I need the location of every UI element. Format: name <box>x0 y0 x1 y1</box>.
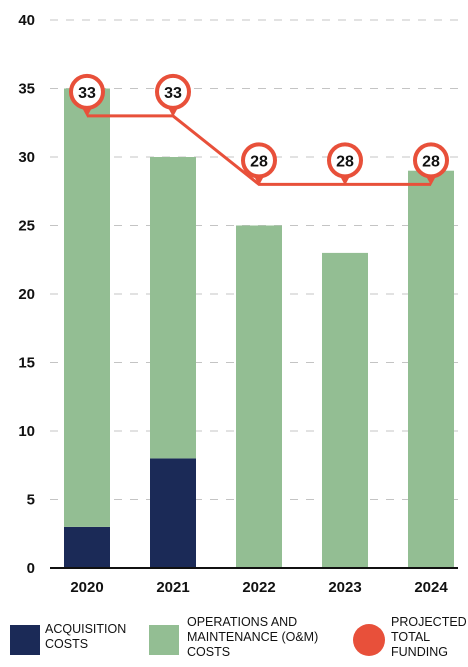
bars <box>64 88 454 568</box>
y-tick-label: 15 <box>18 355 35 372</box>
legend-om-line3: COSTS <box>187 645 231 659</box>
funding-marker: 28 <box>327 142 363 186</box>
marker-circle <box>69 73 105 110</box>
y-tick-label: 35 <box>18 81 35 98</box>
legend-fund-line2: TOTAL <box>391 630 431 644</box>
bar-segment-om <box>408 170 454 568</box>
grid-lines <box>50 19 458 500</box>
marker-circle <box>155 73 191 110</box>
legend-label-acquisition: ACQUISITION COSTS <box>45 622 126 652</box>
x-tick-label: 2022 <box>242 579 275 596</box>
legend-item-om: OPERATIONS AND MAINTENANCE (O&M) COSTS <box>149 612 318 660</box>
legend-label-funding: PROJECTED TOTAL FUNDING <box>391 615 467 660</box>
y-tick-label: 5 <box>27 492 35 509</box>
bar-segment-om <box>236 225 282 568</box>
marker-value-label: 33 <box>78 85 96 102</box>
stacked-bar-chart: 0 5 10 15 20 25 30 35 40 2020 2021 2022 2023 2024 33… <box>18 12 458 596</box>
legend-swatch-acquisition <box>10 625 40 655</box>
funding-markers: 33 33 28 28 28 <box>69 73 449 186</box>
y-tick-label: 30 <box>18 149 35 166</box>
legend-item-funding: PROJECTED TOTAL FUNDING <box>353 612 467 660</box>
funding-marker: 33 <box>69 73 105 117</box>
marker-value-label: 28 <box>250 153 268 170</box>
legend: ACQUISITION COSTS OPERATIONS AND MAINTEN… <box>0 612 468 667</box>
legend-label-om: OPERATIONS AND MAINTENANCE (O&M) COSTS <box>187 615 318 660</box>
legend-fund-line3: FUNDING <box>391 645 448 659</box>
legend-swatch-funding <box>353 624 385 656</box>
bar-segment-acquisition <box>150 458 196 568</box>
y-tick-label: 40 <box>18 12 35 29</box>
x-tick-label: 2020 <box>70 579 103 596</box>
y-tick-label: 0 <box>27 560 35 577</box>
marker-value-label: 33 <box>164 85 182 102</box>
funding-marker: 28 <box>413 142 449 186</box>
x-tick-label: 2021 <box>156 579 189 596</box>
funding-marker: 28 <box>241 142 277 186</box>
legend-acq-line2: COSTS <box>45 637 89 651</box>
legend-swatch-om <box>149 625 179 655</box>
legend-acq-line1: ACQUISITION <box>45 622 127 636</box>
marker-circle <box>241 142 277 179</box>
y-tick-label: 20 <box>18 286 35 303</box>
y-axis: 0 5 10 15 20 25 30 35 40 <box>18 12 35 577</box>
legend-item-acquisition: ACQUISITION COSTS <box>10 612 126 655</box>
marker-circle <box>413 142 449 179</box>
bar-segment-om <box>322 252 368 568</box>
x-axis: 2020 2021 2022 2023 2024 <box>70 579 448 596</box>
legend-om-line2: MAINTENANCE (O&M) <box>187 630 319 644</box>
legend-om-line1: OPERATIONS AND <box>187 615 298 629</box>
bar-segment-om <box>64 88 110 527</box>
funding-marker: 33 <box>155 73 191 117</box>
y-tick-label: 25 <box>18 218 35 235</box>
legend-fund-line1: PROJECTED <box>391 615 467 629</box>
marker-value-label: 28 <box>422 153 440 170</box>
marker-circle <box>327 142 363 179</box>
y-tick-label: 10 <box>18 423 35 440</box>
marker-value-label: 28 <box>336 153 354 170</box>
bar-segment-om <box>150 157 196 459</box>
x-tick-label: 2023 <box>328 579 361 596</box>
bar-segment-acquisition <box>64 526 110 568</box>
x-tick-label: 2024 <box>414 579 448 596</box>
